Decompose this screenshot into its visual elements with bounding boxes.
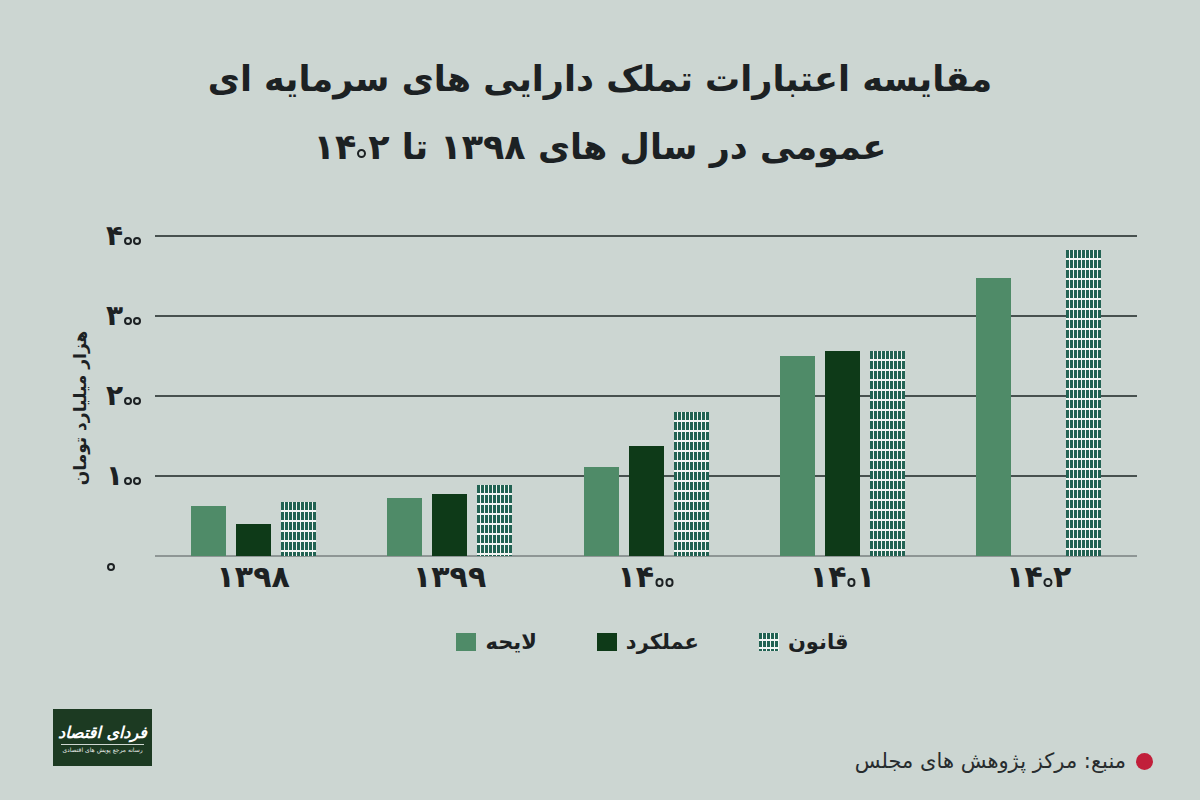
bar-qanun-۱۳۹۹ <box>477 485 512 556</box>
y-tick-400: ۴۰۰ <box>106 222 142 250</box>
zero-digit: ۰ <box>106 562 116 571</box>
zero-digit: ۰ <box>133 236 143 245</box>
bar-amalkard-۱۳۹۸ <box>236 524 271 556</box>
bar-qanun-۱۴۰۲ <box>1066 250 1101 556</box>
source-dot-icon <box>1136 753 1153 770</box>
zero-digit: ۰ <box>664 578 674 587</box>
gridline-400 <box>155 235 1137 237</box>
bar-layehe-۱۴۰۰ <box>584 467 619 556</box>
legend-item-amalkard: عملکرد <box>597 630 699 654</box>
source-label: منبع: مرکز پژوهش های مجلس <box>855 749 1126 773</box>
y-axis-title: هزار میلیارد تومان <box>70 331 90 486</box>
zero-digit: ۰ <box>133 476 143 485</box>
y-tick-100: ۱۰۰ <box>106 462 142 490</box>
bar-qanun-۱۴۰۱ <box>870 351 905 556</box>
source-note: منبع: مرکز پژوهش های مجلس <box>855 749 1153 773</box>
legend-label-amalkard: عملکرد <box>626 630 699 654</box>
legend-item-layehe: لایحه <box>456 630 536 654</box>
legend-label-layehe: لایحه <box>485 630 536 654</box>
zero-digit: ۰ <box>123 236 133 245</box>
zero-digit: ۰ <box>123 316 133 325</box>
bar-qanun-۱۳۹۸ <box>281 502 316 556</box>
zero-digit: ۰ <box>1043 578 1053 587</box>
legend-label-qanun: قانون <box>788 630 849 654</box>
bar-amalkard-۱۴۰۱ <box>825 351 860 556</box>
legend-swatch-amalkard <box>597 633 617 651</box>
x-label-۱۴۰۰: ۱۴۰۰ <box>618 559 675 594</box>
legend: لایحه عملکرد قانون <box>0 630 1200 654</box>
x-label-۱۴۰۱: ۱۴۰۱ <box>810 559 875 594</box>
legend-item-qanun: قانون <box>759 630 849 654</box>
farda-eqtesad-logo: فردای اقتصاد رسانه مرجع پویش های اقتصادی <box>53 709 152 766</box>
x-label-۱۳۹۹: ۱۳۹۹ <box>413 559 486 594</box>
bar-amalkard-۱۴۰۰ <box>629 446 664 556</box>
zero-digit: ۰ <box>654 578 664 587</box>
bar-qanun-۱۴۰۰ <box>674 412 709 556</box>
plot-area <box>155 236 1137 556</box>
legend-swatch-layehe <box>456 633 476 651</box>
zero-digit: ۰ <box>133 316 143 325</box>
bar-layehe-۱۴۰۲ <box>976 278 1011 556</box>
x-label-۱۳۹۸: ۱۳۹۸ <box>217 559 290 594</box>
logo-tagline: رسانه مرجع پویش های اقتصادی <box>61 744 144 753</box>
zero-digit: ۰ <box>123 476 133 485</box>
bar-layehe-۱۳۹۹ <box>387 498 422 556</box>
zero-digit: ۰ <box>123 396 133 405</box>
y-tick-200: ۲۰۰ <box>106 382 142 410</box>
logo-title: فردای اقتصاد <box>58 723 147 742</box>
y-tick-0: ۰ <box>106 548 116 576</box>
zero-digit: ۰ <box>846 578 856 587</box>
bar-chart: هزار میلیارد تومان ۴۰۰۳۰۰۲۰۰۱۰۰۰۱۳۹۸۱۳۹۹… <box>0 0 1200 800</box>
zero-digit: ۰ <box>133 396 143 405</box>
y-tick-300: ۳۰۰ <box>106 302 142 330</box>
x-label-۱۴۰۲: ۱۴۰۲ <box>1006 559 1071 594</box>
bar-layehe-۱۴۰۱ <box>780 356 815 556</box>
bar-layehe-۱۳۹۸ <box>191 506 226 556</box>
legend-swatch-qanun <box>759 633 779 651</box>
bar-amalkard-۱۳۹۹ <box>432 494 467 556</box>
